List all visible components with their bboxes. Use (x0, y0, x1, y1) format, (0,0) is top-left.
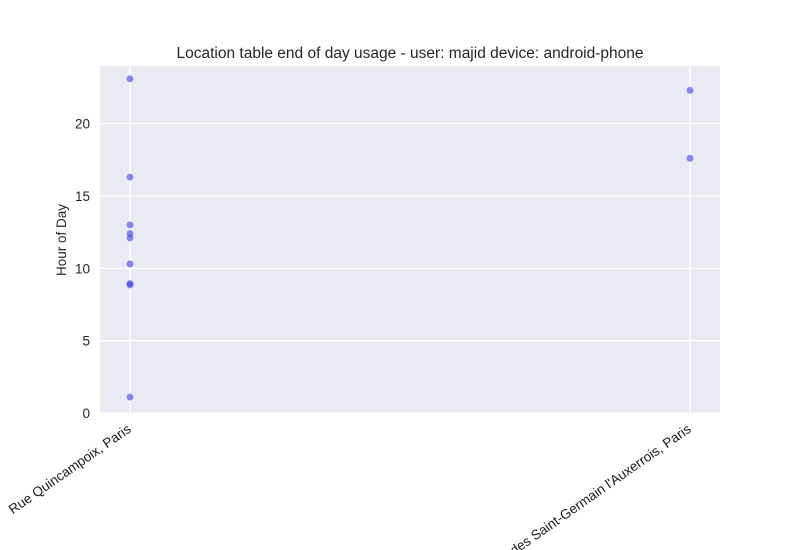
x-tick-label: Rue des Saint-Germain l'Auxerrois, Paris (484, 421, 694, 550)
data-point (126, 260, 134, 268)
x-tick-label: Rue Quincampoix, Paris (6, 421, 134, 517)
y-axis-label: Hour of Day (54, 204, 69, 276)
y-tick-label: 20 (75, 117, 90, 132)
data-point (686, 86, 694, 94)
y-axis-ticks: 0 5 10 15 20 (75, 117, 90, 421)
plot-area (100, 66, 720, 413)
data-point (126, 234, 134, 242)
y-tick-label: 10 (75, 261, 90, 276)
data-point (126, 393, 134, 401)
data-point (126, 281, 134, 289)
y-tick-label: 5 (82, 334, 90, 349)
data-point (126, 75, 134, 83)
data-point (686, 154, 694, 162)
chart-title: Location table end of day usage - user: … (176, 45, 643, 62)
x-axis-ticks: Rue Quincampoix, Paris Rue des Saint-Germ… (6, 421, 694, 550)
y-tick-label: 15 (75, 189, 90, 204)
data-point (126, 173, 134, 181)
data-points (126, 75, 694, 401)
y-tick-label: 0 (82, 406, 90, 421)
data-point (126, 221, 134, 229)
